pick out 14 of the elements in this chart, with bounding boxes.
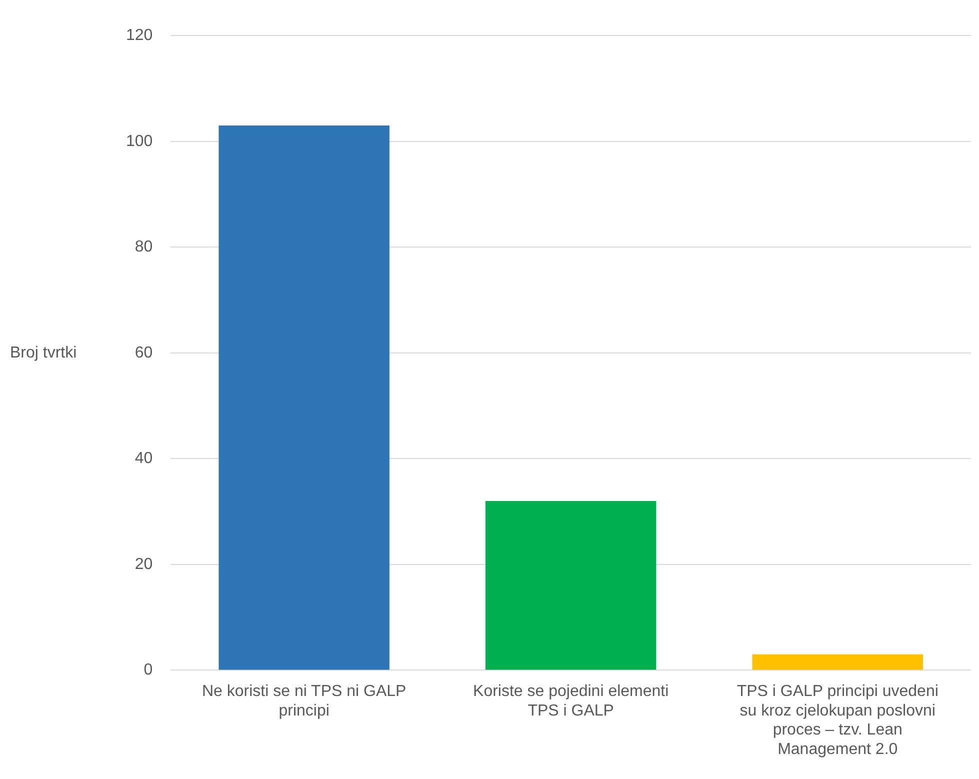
x-tick-label: Ne koristi se ni TPS ni GALP principi <box>202 683 406 720</box>
x-tick-label: TPS i GALP principi uvedeni su kroz cjelokupan poslovni proces – tzv. Lean Management 2.0 <box>736 683 938 758</box>
y-tick-label: 100 <box>126 132 153 150</box>
y-tick-label: 60 <box>134 344 153 362</box>
y-tick-label: 20 <box>134 556 153 573</box>
y-tick-label: 80 <box>134 238 153 256</box>
y-tick-label: 40 <box>134 450 153 468</box>
bar <box>485 500 656 670</box>
y-tick-label: 120 <box>126 27 153 44</box>
y-tick-label: 0 <box>144 662 153 679</box>
bar <box>218 126 390 670</box>
x-tick-label: Koriste se pojedini elementi TPS i GALP <box>473 683 669 720</box>
bar <box>752 654 923 670</box>
y-axis-title: Broj tvrtki <box>10 344 77 362</box>
